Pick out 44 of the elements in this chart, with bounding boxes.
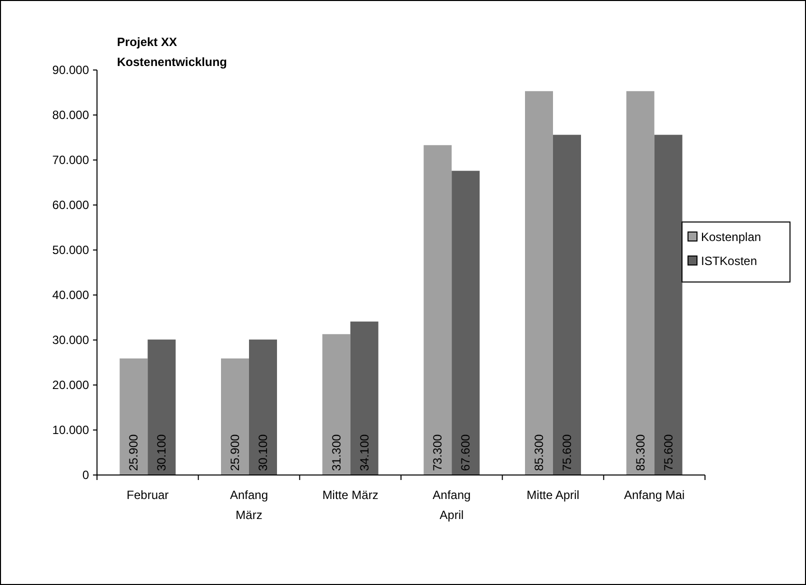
bar bbox=[424, 145, 452, 475]
x-tick-label: Anfang April bbox=[432, 488, 471, 522]
bar bbox=[322, 334, 350, 475]
x-tick-label: Anfang März bbox=[230, 488, 268, 522]
bar bbox=[221, 358, 249, 475]
data-label: 25.900 bbox=[126, 434, 141, 471]
y-tick-label: 0 bbox=[82, 468, 90, 482]
data-label: 30.100 bbox=[256, 434, 270, 471]
legend-label: Kostenplan bbox=[701, 230, 762, 244]
chart-title: Projekt XX bbox=[117, 35, 178, 49]
data-label: 85.300 bbox=[532, 434, 546, 471]
x-tick-label: Mitte März bbox=[322, 488, 378, 502]
y-tick-label: 50.000 bbox=[52, 243, 90, 257]
bar bbox=[120, 358, 148, 475]
y-tick-label: 30.000 bbox=[52, 333, 90, 347]
data-label: 31.300 bbox=[329, 434, 344, 471]
bar bbox=[452, 170, 480, 475]
data-label: 75.600 bbox=[661, 434, 676, 471]
legend-label: ISTKosten bbox=[701, 254, 758, 268]
bar bbox=[654, 134, 682, 475]
y-tick-label: 90.000 bbox=[52, 63, 90, 77]
y-tick-label: 20.000 bbox=[52, 378, 90, 392]
data-label: 30.100 bbox=[154, 434, 169, 471]
y-tick-label: 10.000 bbox=[52, 423, 90, 437]
data-label: 25.900 bbox=[228, 434, 242, 471]
y-tick-label: 40.000 bbox=[52, 288, 90, 302]
data-label: 67.600 bbox=[458, 434, 473, 471]
bar bbox=[626, 91, 654, 475]
bar bbox=[148, 340, 176, 475]
bar bbox=[553, 134, 581, 475]
bar bbox=[525, 91, 553, 475]
x-tick-label: Februar bbox=[126, 488, 169, 502]
bar bbox=[249, 340, 277, 475]
data-label: 85.300 bbox=[633, 434, 648, 471]
x-tick-label: Mitte April bbox=[526, 488, 580, 502]
y-tick-label: 80.000 bbox=[52, 108, 90, 122]
data-label: 34.100 bbox=[357, 434, 372, 471]
y-tick-label: 70.000 bbox=[52, 153, 90, 167]
y-tick-label: 60.000 bbox=[52, 198, 90, 212]
data-label: 73.300 bbox=[430, 434, 445, 471]
data-label: 75.600 bbox=[560, 434, 574, 471]
x-tick-label: Anfang Mai bbox=[624, 488, 685, 502]
bar bbox=[350, 322, 378, 475]
chart-subtitle: Kostenentwicklung bbox=[117, 55, 228, 69]
